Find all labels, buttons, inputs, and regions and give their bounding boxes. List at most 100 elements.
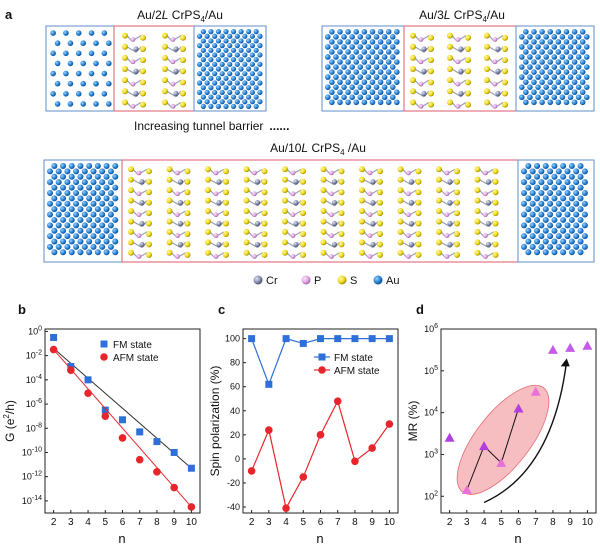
au-atom [86, 163, 93, 169]
au-atom [538, 179, 545, 186]
au-atom [106, 40, 112, 46]
au-atom [219, 99, 225, 105]
fm-point [187, 464, 195, 472]
au-atom [107, 211, 114, 218]
au-atom [527, 34, 533, 40]
bond [363, 220, 374, 228]
au-atom [93, 80, 99, 87]
s-atom [484, 77, 490, 84]
mr-connector-line [466, 408, 519, 491]
au-atom [333, 94, 339, 101]
au-atom [230, 94, 237, 100]
au-atom [230, 57, 237, 63]
y-tick-label: 40 [230, 406, 240, 416]
p-atom [175, 233, 180, 238]
s-atom [140, 101, 146, 108]
mr-point [530, 386, 541, 396]
au-atom [51, 249, 58, 256]
au-atom [571, 29, 578, 35]
au-atom [563, 79, 570, 85]
au-atom [381, 84, 388, 90]
s-atom [410, 66, 416, 72]
au-atom [249, 61, 255, 67]
cr-atom [254, 179, 261, 185]
panel-d-xlabel: n [514, 531, 521, 546]
au-atom [579, 89, 586, 96]
x-tick-label: 3 [266, 517, 272, 528]
au-atom [77, 206, 84, 213]
au-atom [539, 99, 545, 106]
fm-point [317, 335, 324, 343]
s-atom [397, 228, 404, 235]
au-atom [341, 54, 347, 60]
p-atom [455, 37, 461, 42]
au-atom [227, 89, 233, 95]
au-atom [531, 69, 537, 75]
cr-atom [216, 220, 222, 227]
p-atom [455, 59, 461, 65]
fit-line-afm [53, 349, 192, 508]
au-atom [51, 227, 58, 234]
cr-atom [458, 68, 464, 74]
au-atom [73, 243, 80, 250]
au-atom [341, 64, 347, 70]
au-atom [521, 211, 527, 218]
s-atom [474, 197, 481, 204]
au-atom [204, 89, 210, 95]
s-atom [492, 178, 499, 185]
p-atom [444, 233, 450, 238]
au-atom [567, 94, 574, 101]
au-atom [212, 33, 218, 39]
au-atom [215, 66, 222, 72]
au-atom [539, 79, 545, 85]
au-atom [547, 99, 554, 106]
au-atom [212, 71, 218, 77]
au-atom [521, 200, 527, 207]
au-atom [365, 94, 372, 101]
x-tick-label: 9 [567, 517, 573, 528]
au-atom [525, 184, 532, 191]
au-atom [337, 29, 343, 35]
s-atom [492, 251, 499, 258]
au-atom [555, 49, 562, 55]
au-atom [234, 33, 240, 39]
fm-point [334, 335, 342, 343]
s-atom [484, 54, 490, 61]
cr-atom [331, 200, 338, 206]
au-atom [64, 211, 71, 218]
au-atom [568, 206, 575, 213]
s-atom [410, 43, 416, 50]
au-atom [573, 179, 580, 186]
cr-atom [133, 68, 139, 74]
atom-legend-item-cr: Cr [253, 275, 278, 287]
panel-b-legend: FM state AFM state [100, 340, 159, 364]
au-atom [547, 59, 554, 65]
s-atom [454, 199, 460, 206]
au-atom [88, 70, 95, 77]
cr-atom [216, 179, 222, 185]
au-atom [523, 39, 529, 45]
bond [479, 220, 489, 228]
au-atom [215, 85, 222, 91]
au-atom [563, 99, 570, 106]
au-atom [200, 75, 206, 81]
au-atom [349, 54, 355, 60]
p-atom [367, 233, 373, 238]
s-atom [436, 239, 442, 246]
s-atom [205, 218, 211, 225]
bond [248, 200, 258, 207]
bond [248, 220, 258, 228]
au-atom [389, 84, 396, 90]
au-atom [234, 52, 240, 58]
s-atom [447, 54, 453, 61]
au-atom [215, 94, 222, 100]
au-atom [559, 94, 566, 101]
au-atom [208, 29, 214, 35]
au-atom [73, 222, 80, 229]
au-atom [77, 249, 84, 256]
afm-point [333, 397, 342, 405]
afm-point [351, 457, 359, 466]
x-tick-label: 7 [137, 517, 143, 528]
p-atom [130, 59, 136, 65]
au-atom [531, 39, 537, 45]
